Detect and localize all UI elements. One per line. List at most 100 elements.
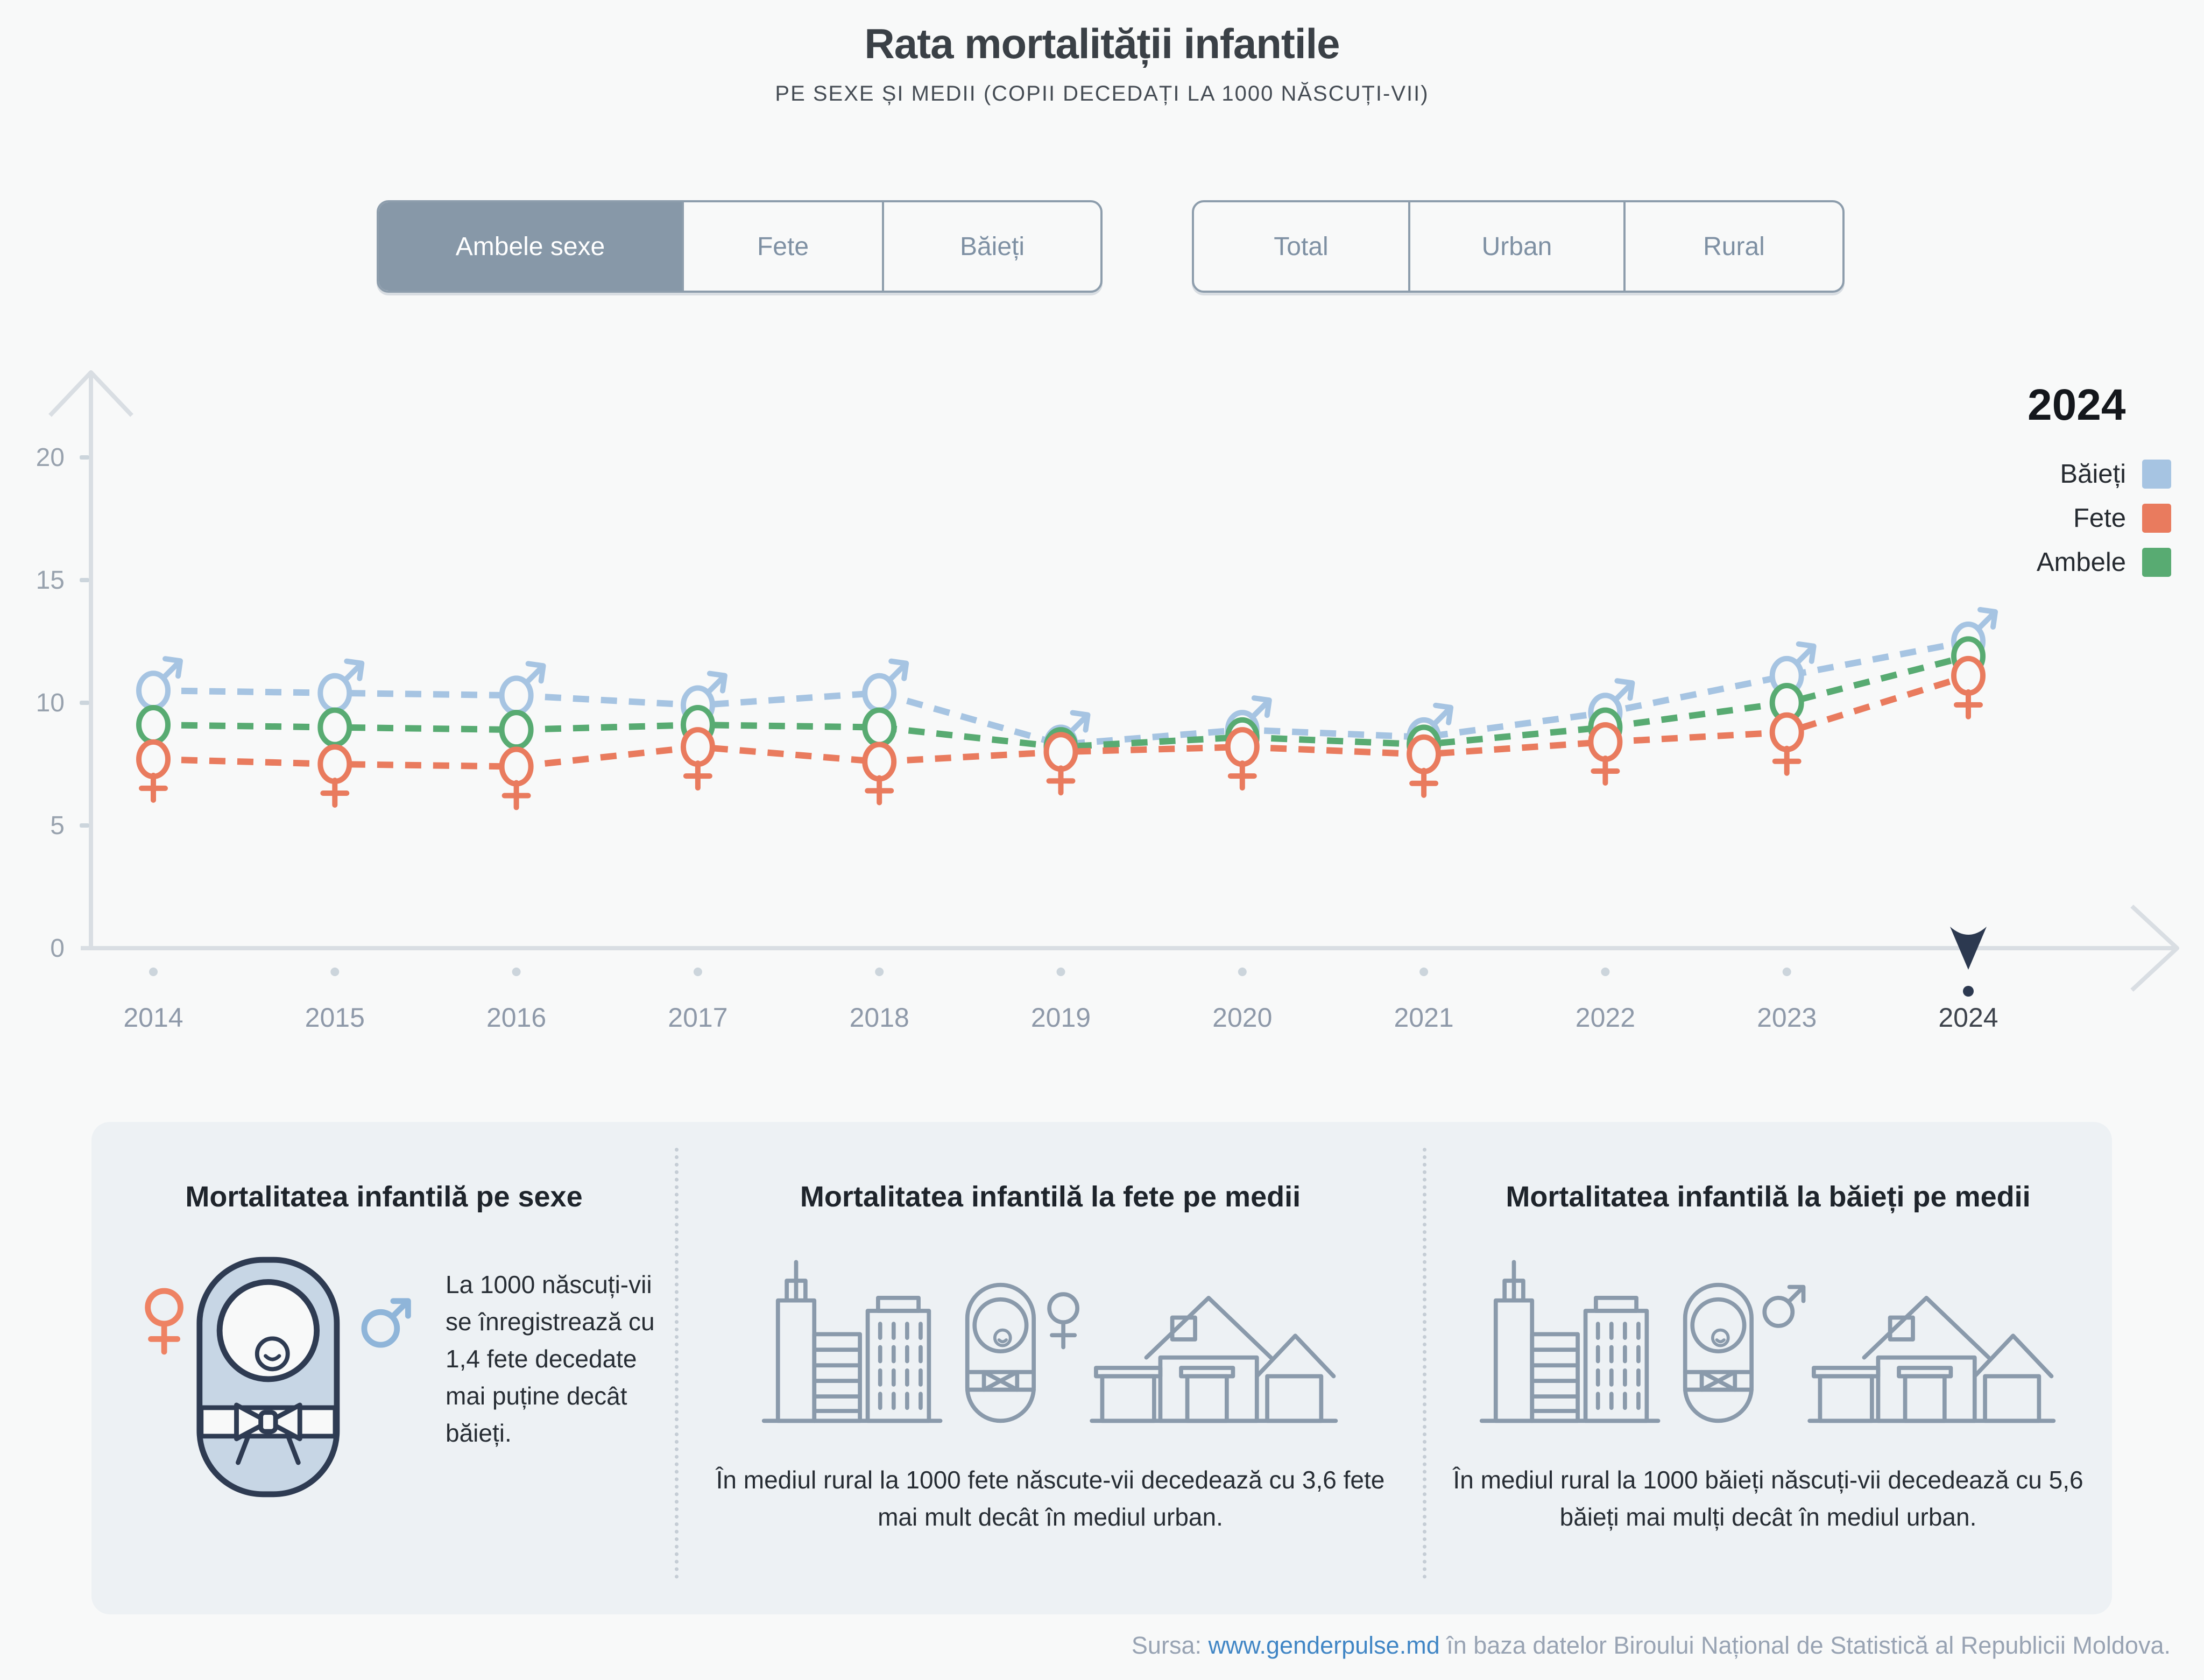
y-axis-arrow-icon — [48, 370, 133, 417]
source-link[interactable]: www.genderpulse.md — [1208, 1632, 1440, 1659]
marker-female-2024 — [1951, 655, 1986, 696]
year-label-2021[interactable]: 2021 — [1394, 1003, 1453, 1033]
y-tick — [80, 455, 89, 460]
panel-girls-medium: Mortalitatea infantilă la fete pe medii — [675, 1122, 1424, 1614]
legend-label: Ambele — [2036, 548, 2126, 577]
panel-boys-title: Mortalitatea infantilă la băieți pe medi… — [1506, 1181, 2031, 1213]
rural-house-icon — [1807, 1296, 2056, 1423]
marker-female-2022 — [1588, 722, 1623, 762]
legend-year: 2024 — [2028, 380, 2126, 429]
panel-boys-text: În mediul rural la 1000 băieți născuți-v… — [1453, 1466, 2083, 1531]
panel-boys-medium: Mortalitatea infantilă la băieți pe medi… — [1423, 1122, 2112, 1614]
y-tick-label: 15 — [36, 566, 65, 595]
sex-filter-option-3[interactable]: Băieți — [882, 202, 1100, 291]
baby-icon — [196, 1257, 340, 1498]
legend-item-băieți[interactable]: Băieți — [1862, 455, 2171, 493]
marker-male-arrowhead — [1977, 607, 1998, 630]
female-icon — [145, 1288, 183, 1355]
panel-sexes-text: La 1000 născuți-vii se înregistrează cu … — [446, 1270, 655, 1447]
marker-male-arrowhead — [163, 656, 183, 679]
y-tick — [80, 823, 89, 828]
year-label-2016[interactable]: 2016 — [486, 1003, 546, 1033]
year-label-2015[interactable]: 2015 — [305, 1003, 365, 1033]
city-buildings-icon — [1479, 1260, 1661, 1423]
marker-female-2019 — [1043, 732, 1078, 772]
marker-circle-2018 — [862, 707, 897, 747]
baby-sexes-icon — [139, 1255, 419, 1501]
y-tick-label: 5 — [50, 811, 65, 840]
marker-male-arrowhead — [707, 670, 727, 694]
x-tick-dot — [1056, 968, 1065, 976]
x-tick-dot — [330, 968, 340, 976]
x-tick-dot — [875, 968, 884, 976]
medium-filter-option-1[interactable]: Total — [1274, 232, 1329, 261]
x-tick-dot — [149, 968, 158, 976]
year-label-2020[interactable]: 2020 — [1212, 1003, 1272, 1033]
year-label-2019[interactable]: 2019 — [1031, 1003, 1091, 1033]
page-title: Rata mortalității infantile — [864, 20, 1340, 67]
y-tick-label: 10 — [36, 689, 65, 717]
baby-icon — [1683, 1282, 1754, 1423]
legend-swatch — [2142, 548, 2171, 577]
marker-male-arrowhead — [888, 658, 909, 681]
legend-label: Băieți — [2060, 460, 2126, 489]
baby-icon — [965, 1282, 1036, 1423]
panel-girls-text: În mediul rural la 1000 fete născute-vii… — [716, 1466, 1385, 1531]
sex-filter-option-1[interactable]: Ambele sexe — [379, 202, 682, 291]
year-label-2023[interactable]: 2023 — [1757, 1003, 1817, 1033]
legend-item-fete[interactable]: Fete — [1862, 499, 2171, 538]
medium-filter-group: Total Urban Rural — [1192, 200, 1845, 293]
x-tick-dot — [1419, 968, 1429, 976]
year-label-2022[interactable]: 2022 — [1576, 1003, 1635, 1033]
timeline-cursor-icon[interactable] — [1950, 927, 1987, 970]
medium-filter-option-2[interactable]: Urban — [1408, 202, 1623, 291]
marker-male-arrowhead — [1070, 710, 1091, 733]
y-tick — [80, 578, 89, 582]
marker-female-2018 — [862, 742, 897, 782]
y-tick — [80, 701, 89, 705]
legend-label: Fete — [2073, 504, 2126, 533]
marker-female-2015 — [317, 744, 352, 784]
marker-male-arrowhead — [1614, 678, 1635, 701]
marker-circle-2015 — [317, 707, 352, 747]
marker-female-2023 — [1769, 712, 1804, 752]
urban-rural-girl-icon — [760, 1248, 1341, 1434]
marker-male-arrowhead — [344, 658, 365, 681]
sex-filter-option-2[interactable]: Fete — [682, 202, 882, 291]
marker-male-arrow — [887, 662, 907, 683]
marker-male-arrow — [342, 662, 363, 683]
y-tick-label: 0 — [50, 934, 65, 963]
year-label-2018[interactable]: 2018 — [850, 1003, 909, 1033]
x-tick-dot — [512, 968, 521, 976]
marker-male-arrowhead — [1796, 641, 1817, 664]
y-tick-label: 20 — [36, 443, 65, 472]
marker-female-2017 — [680, 727, 715, 767]
timeline-cursor-dot — [1963, 986, 1974, 997]
marker-female-2020 — [1225, 727, 1260, 767]
source-note: Sursa: www.genderpulse.md în baza datelo… — [1132, 1632, 2171, 1660]
medium-filter-option-3[interactable]: Rural — [1623, 202, 1842, 291]
year-label-2017[interactable]: 2017 — [668, 1003, 727, 1033]
panel-sexes-title: Mortalitatea infantilă pe sexe — [185, 1181, 583, 1213]
year-label-2024[interactable]: 2024 — [1938, 1003, 1998, 1033]
source-suffix: în baza datelor Biroului Național de Sta… — [1446, 1632, 2171, 1659]
marker-male-arrow — [705, 675, 725, 695]
panel-girls-title: Mortalitatea infantilă la fete pe medii — [800, 1181, 1301, 1213]
year-label-2014[interactable]: 2014 — [123, 1003, 183, 1033]
rural-house-icon — [1090, 1296, 1338, 1423]
marker-male-arrowhead — [1433, 702, 1454, 725]
male-icon — [1762, 1284, 1806, 1328]
panel-sexes: Mortalitatea infantilă pe sexe — [91, 1122, 676, 1614]
marker-male-arrow — [524, 665, 544, 686]
legend-item-ambele[interactable]: Ambele — [1862, 543, 2171, 582]
urban-rural-boy-icon — [1478, 1248, 2059, 1434]
marker-male-arrow — [1249, 700, 1270, 720]
marker-female-2016 — [499, 746, 534, 787]
series-line-băieți — [153, 638, 1969, 748]
male-icon — [361, 1298, 411, 1348]
x-tick-dot — [1782, 968, 1791, 976]
page-subtitle: PE SEXE ȘI MEDII (COPII DECEDAȚI LA 1000… — [775, 82, 1429, 105]
legend-swatch — [2142, 504, 2171, 533]
marker-circle-2014 — [136, 705, 171, 745]
x-axis-arrow-icon — [2130, 905, 2179, 992]
